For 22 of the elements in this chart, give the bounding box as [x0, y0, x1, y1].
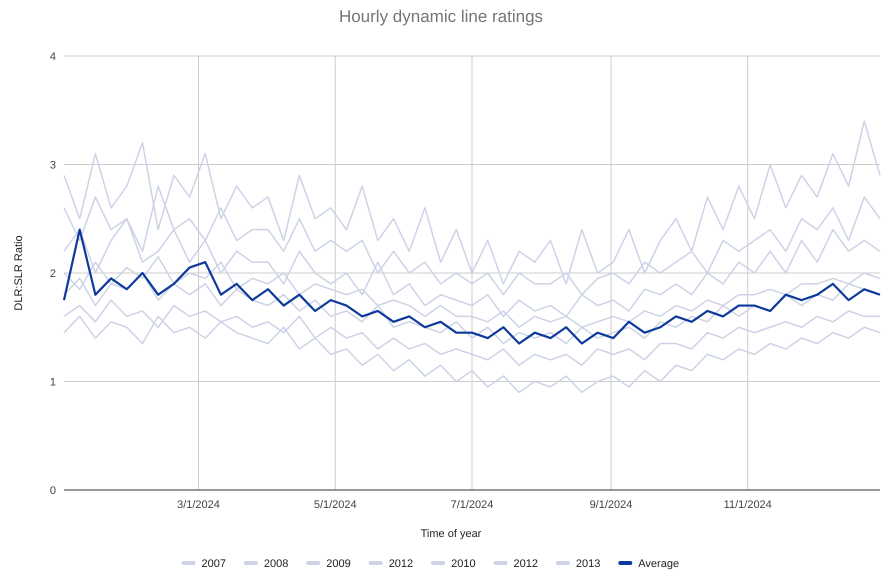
y-tick-label: 2: [50, 268, 56, 280]
x-axis-title: Time of year: [420, 528, 482, 540]
y-tick-label: 4: [50, 50, 56, 63]
x-tick-label: 7/1/2024: [450, 499, 494, 511]
line-series: [62, 228, 882, 345]
x-tick-label: 11/1/2024: [724, 499, 772, 511]
legend-label: 2008: [264, 558, 288, 570]
legend-label: 2009: [326, 558, 351, 570]
x-tick-label: 5/1/2024: [314, 499, 357, 511]
legend-label: Average: [638, 558, 680, 570]
legend-label: 2013: [576, 558, 600, 570]
legend-label: 2012: [514, 558, 538, 570]
chart-title: Hourly dynamic line ratings: [338, 7, 544, 26]
x-tick-label: 9/1/2024: [590, 499, 632, 511]
x-tick-label: 3/1/2024: [177, 499, 220, 511]
y-axis-title: DLR:SLR Ratio: [13, 235, 25, 311]
legend-label: 2007: [202, 558, 226, 570]
legend-label: 2012: [388, 558, 414, 570]
legend-label: 2010: [451, 558, 476, 570]
y-tick-label: 3: [50, 159, 56, 172]
y-tick-label: 0: [50, 484, 56, 497]
y-tick-label: 1: [50, 376, 56, 388]
